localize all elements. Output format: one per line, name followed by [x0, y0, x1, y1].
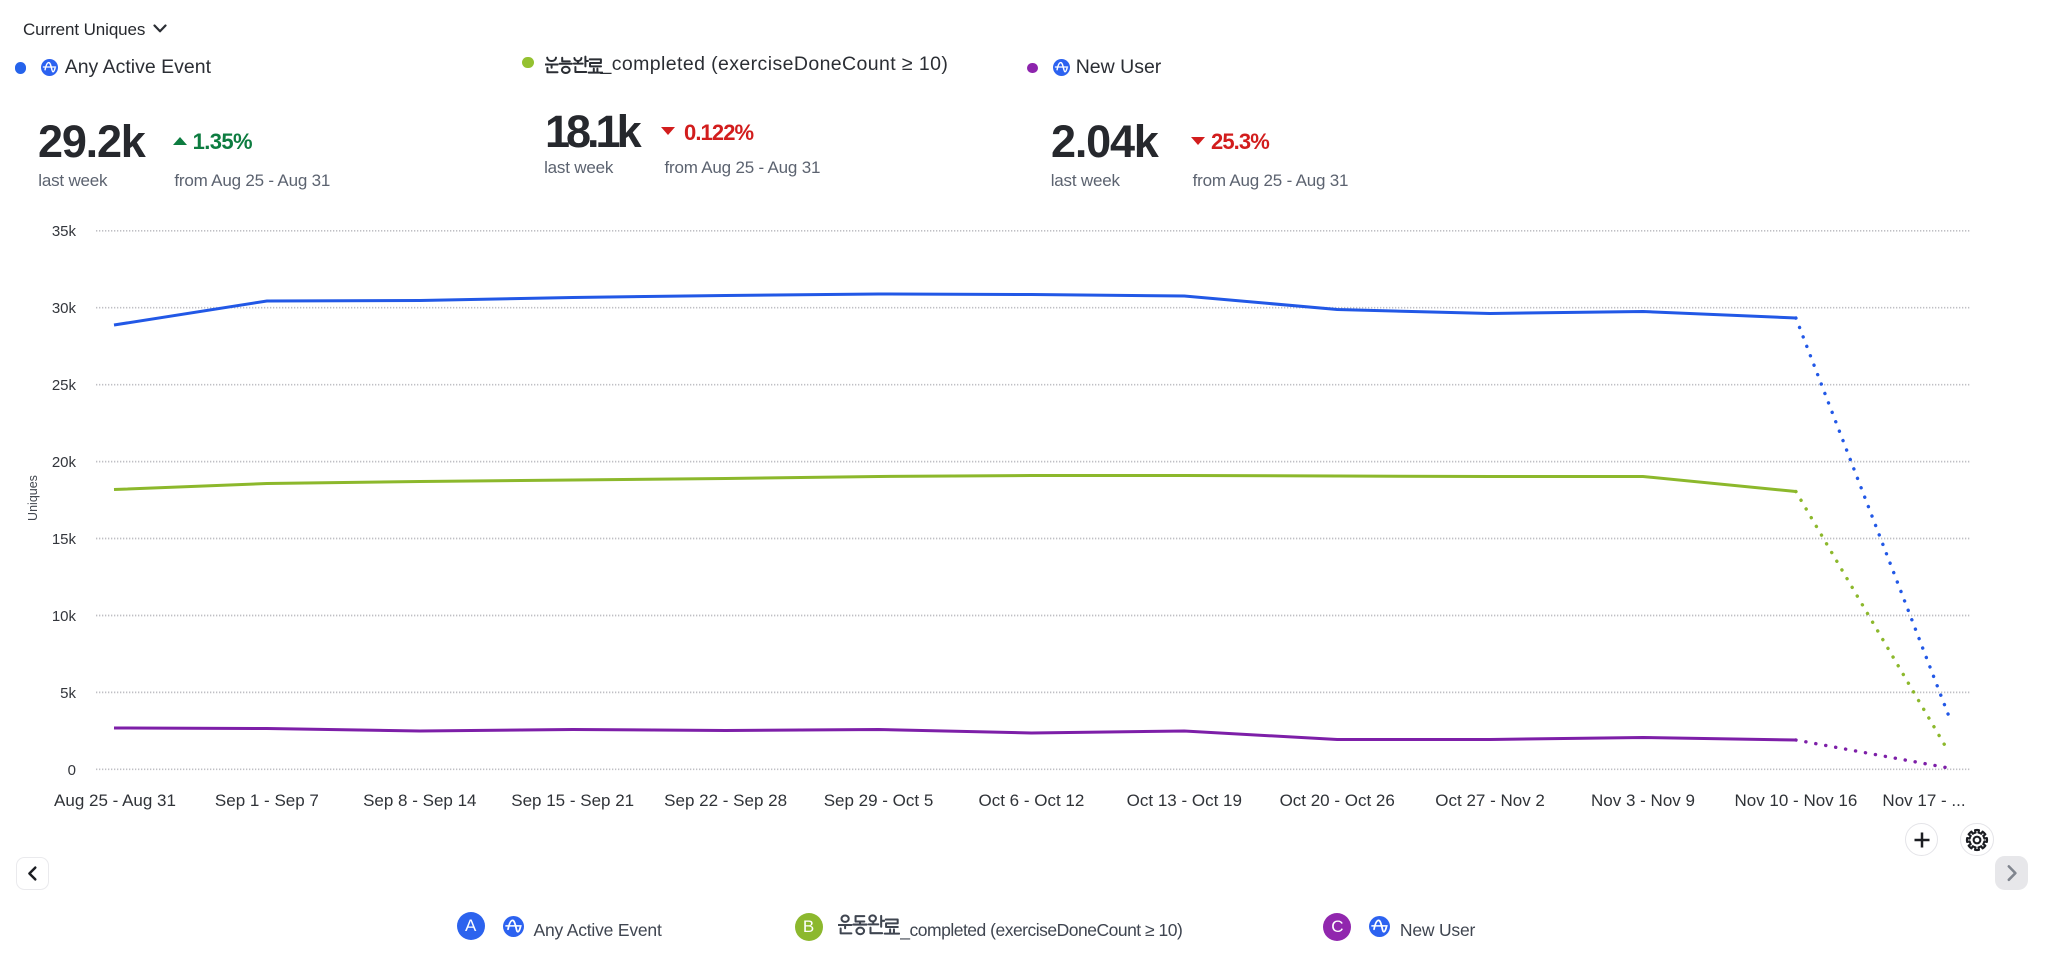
svg-text:Oct 20 - Oct 26: Oct 20 - Oct 26: [1280, 791, 1395, 810]
svg-text:Oct 6 - Oct 12: Oct 6 - Oct 12: [978, 791, 1084, 810]
svg-text:Aug 25 - Aug 31: Aug 25 - Aug 31: [54, 791, 176, 810]
svg-text:0: 0: [68, 762, 76, 779]
svg-text:Nov 3 - Nov 9: Nov 3 - Nov 9: [1591, 791, 1695, 810]
svg-text:20k: 20k: [52, 454, 77, 471]
svg-text:Sep 8 - Sep 14: Sep 8 - Sep 14: [363, 791, 476, 810]
svg-text:30k: 30k: [52, 300, 77, 317]
svg-text:Sep 29 - Oct 5: Sep 29 - Oct 5: [824, 791, 934, 810]
svg-text:Sep 1 - Sep 7: Sep 1 - Sep 7: [215, 791, 319, 810]
svg-text:Sep 15 - Sep 21: Sep 15 - Sep 21: [511, 791, 634, 810]
svg-text:25k: 25k: [52, 377, 77, 394]
svg-text:Sep 22 - Sep 28: Sep 22 - Sep 28: [664, 791, 787, 810]
svg-text:Oct 27 - Nov 2: Oct 27 - Nov 2: [1435, 791, 1545, 810]
svg-text:Uniques: Uniques: [26, 475, 40, 521]
svg-text:Nov 17 - ...: Nov 17 - ...: [1882, 791, 1965, 810]
svg-text:5k: 5k: [60, 685, 76, 702]
svg-text:10k: 10k: [52, 608, 77, 625]
svg-text:Oct 13 - Oct 19: Oct 13 - Oct 19: [1127, 791, 1242, 810]
svg-text:Nov 10 - Nov 16: Nov 10 - Nov 16: [1734, 791, 1857, 810]
svg-text:35k: 35k: [52, 223, 77, 240]
svg-text:15k: 15k: [52, 531, 77, 548]
